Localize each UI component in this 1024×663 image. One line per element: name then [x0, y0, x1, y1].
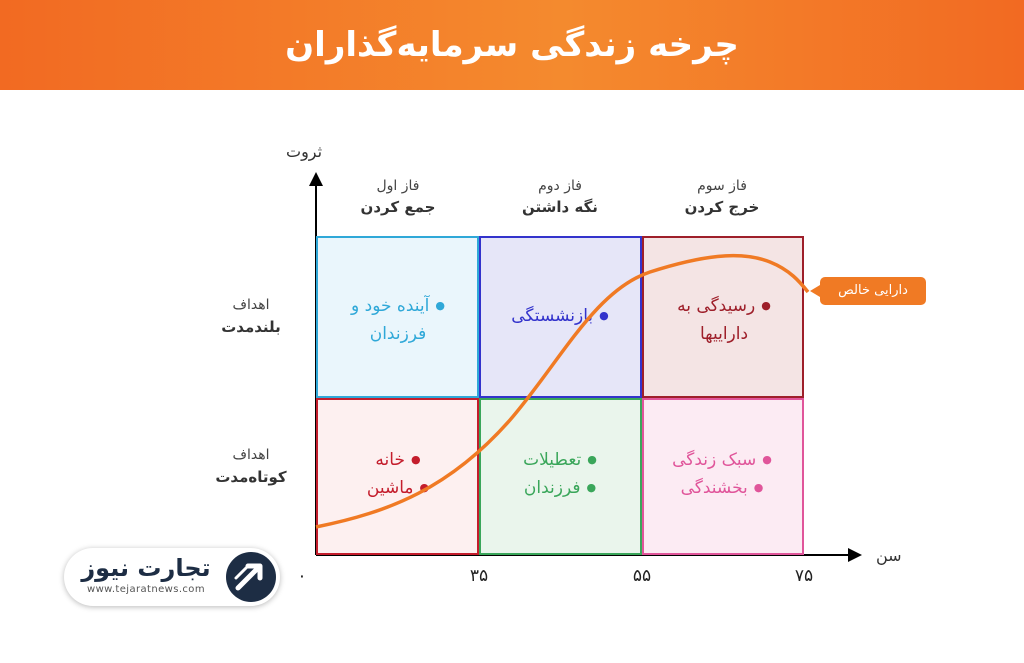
page-title: چرخه زندگی سرمایه‌گذاران: [285, 25, 739, 65]
phase-header-2: فاز دوم نگه داشتن: [480, 176, 640, 218]
list-item: ●بخشندگی: [680, 478, 764, 498]
x-tick-0: ۰: [297, 566, 307, 586]
phase-header-1: فاز اول جمع کردن: [318, 176, 478, 218]
x-tick-55: ۵۵: [632, 566, 652, 586]
cell-items: ●آینده خود و فرزندان: [328, 292, 468, 348]
list-item: ●فرزندان: [523, 478, 597, 498]
list-item: ●آینده خود و فرزندان: [351, 296, 445, 344]
x-tick-35: ۳۵: [469, 566, 489, 586]
list-item: ●بازنشستگی: [511, 306, 609, 326]
logo-name: تجارت نیوز: [81, 554, 211, 582]
goal-term: کوتاه‌مدت: [215, 468, 287, 486]
header-banner: چرخه زندگی سرمایه‌گذاران: [0, 0, 1024, 90]
net-worth-curve: [315, 253, 810, 529]
list-item: ●رسیدگی به داراییها: [677, 296, 771, 344]
cell-long-term-phase-3: [642, 236, 804, 398]
goal-label: اهداف: [232, 297, 270, 313]
goal-label: اهداف: [232, 447, 270, 463]
cell-items: ●سبک زندگی ●بخشندگی: [654, 446, 790, 502]
list-item: ●ماشین: [366, 478, 430, 498]
brand-logo: تجارت نیوز www.tejaratnews.com: [64, 548, 280, 606]
logo-arrow-icon: [226, 552, 276, 602]
cell-items: ●رسیدگی به داراییها: [662, 292, 786, 348]
net-worth-label: دارایی خالص: [810, 277, 926, 305]
y-axis-label: ثروت: [286, 142, 323, 161]
goal-term: بلندمدت: [221, 318, 281, 336]
y-axis-arrow: [309, 172, 323, 186]
cell-short-term-phase-1: [316, 398, 479, 555]
row-label-short-term: اهداف کوتاه‌مدت: [196, 444, 306, 488]
phase-name: فاز سوم: [697, 178, 747, 194]
phase-header-3: فاز سوم خرج کردن: [642, 176, 802, 218]
cell-items: ●بازنشستگی: [490, 302, 630, 330]
phase-action: خرج کردن: [684, 198, 760, 216]
list-item: ●سبک زندگی: [672, 450, 772, 470]
row-label-long-term: اهداف بلندمدت: [196, 294, 306, 338]
logo-url: www.tejaratnews.com: [87, 584, 205, 595]
cell-short-term-phase-3: [642, 398, 804, 555]
cell-items: ●تعطیلات ●فرزندان: [492, 446, 628, 502]
list-item: ●خانه: [375, 450, 421, 470]
cell-items: ●خانه ●ماشین: [330, 446, 466, 502]
cell-long-term-phase-1: [316, 236, 479, 398]
x-axis-arrow: [848, 548, 862, 562]
x-tick-75: ۷۵: [794, 566, 814, 586]
phase-name: فاز دوم: [538, 178, 582, 194]
x-axis-label: سن: [876, 546, 902, 565]
phase-action: جمع کردن: [360, 198, 436, 216]
list-item: ●تعطیلات: [523, 450, 597, 470]
phase-action: نگه داشتن: [522, 198, 598, 216]
phase-name: فاز اول: [376, 178, 420, 194]
cell-long-term-phase-2: [479, 236, 642, 398]
